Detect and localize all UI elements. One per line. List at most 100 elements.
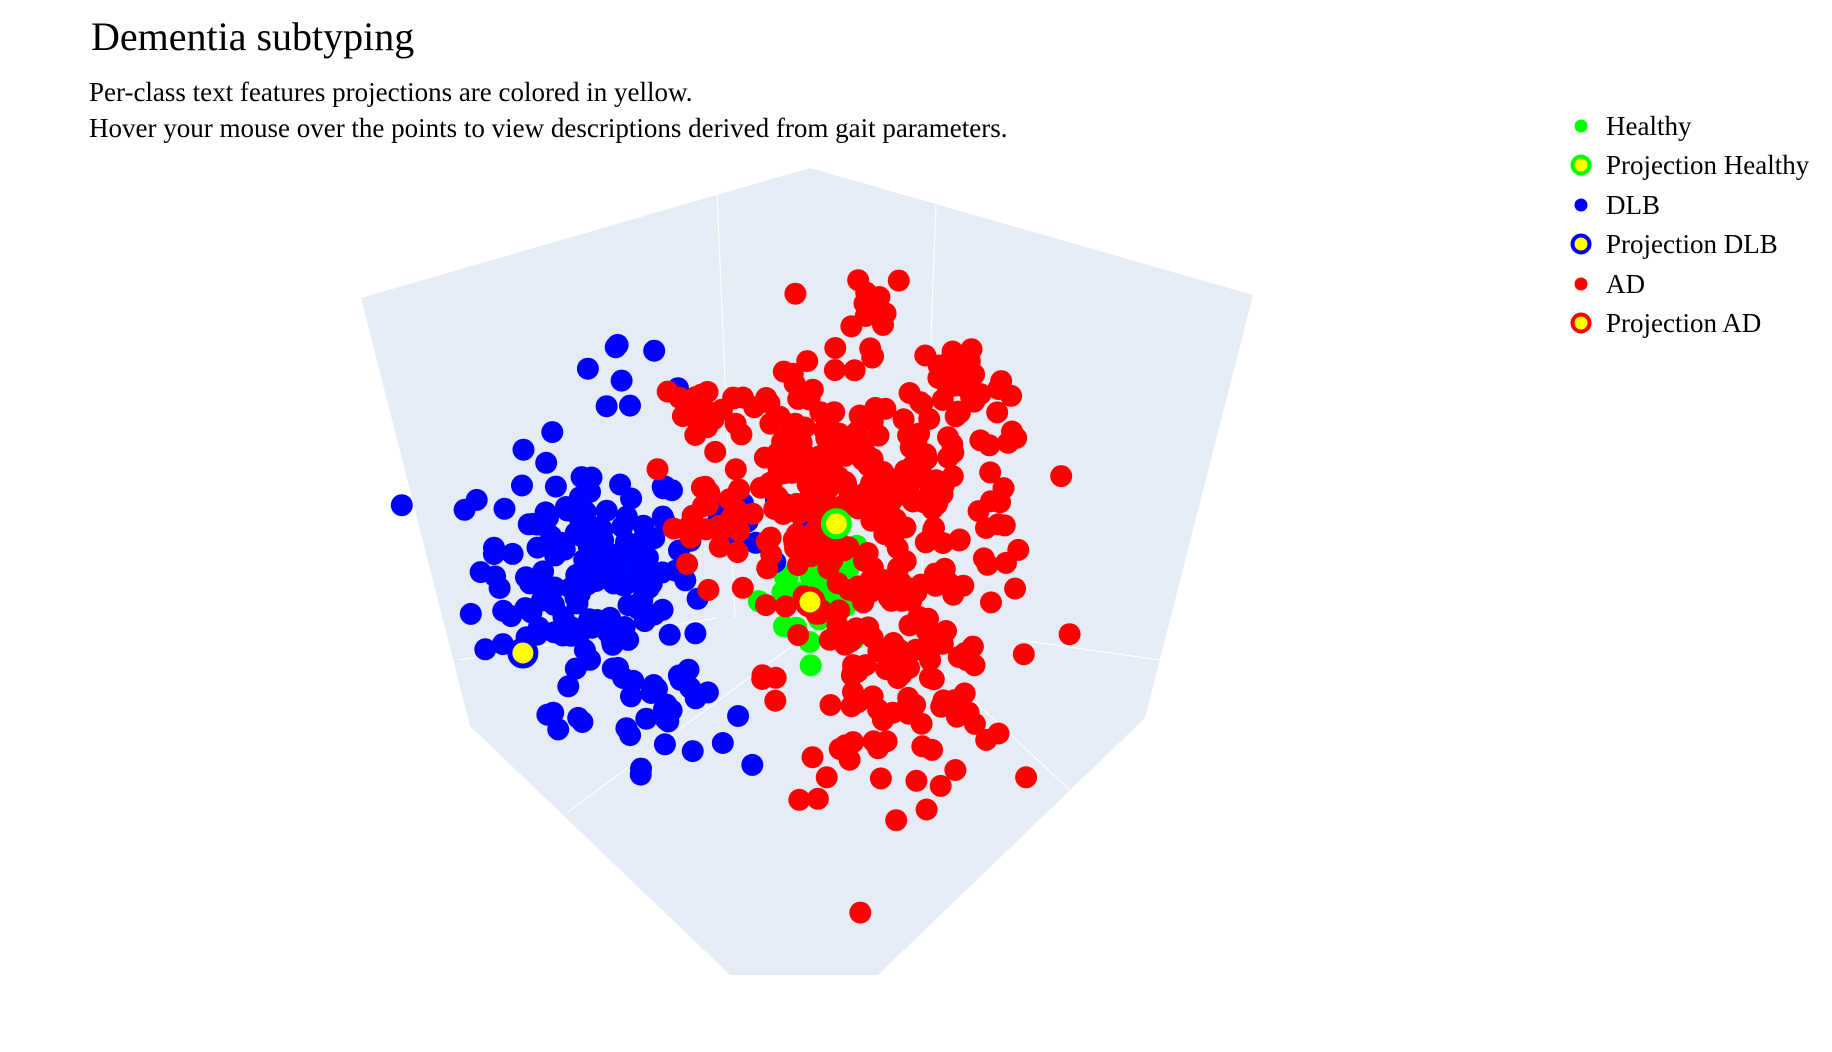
data-point-ad[interactable]	[819, 694, 842, 716]
data-point-ad[interactable]	[937, 376, 959, 399]
data-point-dlb[interactable]	[512, 438, 535, 461]
data-point-ad[interactable]	[784, 282, 807, 305]
data-point-dlb[interactable]	[567, 624, 590, 647]
data-point-ad[interactable]	[724, 458, 747, 481]
data-point-ad[interactable]	[849, 901, 872, 924]
data-point-ad[interactable]	[905, 769, 928, 792]
data-point-ad[interactable]	[915, 798, 938, 821]
data-point-dlb[interactable]	[711, 732, 734, 754]
data-point-dlb[interactable]	[544, 544, 567, 567]
data-point-dlb[interactable]	[526, 536, 549, 559]
data-point-dlb[interactable]	[653, 733, 676, 756]
data-point-ad[interactable]	[840, 664, 863, 687]
data-point-ad[interactable]	[826, 614, 849, 637]
data-point-ad[interactable]	[897, 686, 920, 709]
data-point-ad[interactable]	[789, 497, 812, 519]
data-point-ad[interactable]	[871, 708, 894, 731]
data-point-ad[interactable]	[884, 508, 907, 531]
data-point-ad[interactable]	[905, 638, 927, 661]
data-point-dlb[interactable]	[599, 606, 621, 629]
data-point-dlb[interactable]	[615, 530, 637, 553]
data-point-dlb[interactable]	[601, 657, 624, 680]
data-point-ad[interactable]	[799, 545, 822, 568]
data-point-dlb[interactable]	[598, 560, 621, 582]
data-point-dlb[interactable]	[567, 706, 590, 729]
data-point-ad[interactable]	[787, 624, 810, 647]
data-point-ad[interactable]	[869, 767, 892, 790]
data-point-ad[interactable]	[774, 595, 797, 618]
data-point-ad[interactable]	[848, 404, 871, 427]
data-point-ad[interactable]	[867, 424, 890, 447]
data-point-dlb[interactable]	[615, 505, 638, 528]
data-point-ad[interactable]	[967, 500, 990, 523]
data-point-dlb[interactable]	[658, 623, 681, 646]
data-point-dlb[interactable]	[534, 501, 557, 524]
data-point-ad[interactable]	[995, 551, 1017, 574]
data-point-dlb[interactable]	[595, 395, 618, 418]
data-point-ad[interactable]	[864, 483, 887, 506]
data-point-dlb[interactable]	[643, 339, 666, 362]
data-point-ad[interactable]	[867, 640, 890, 663]
data-point-dlb[interactable]	[544, 475, 567, 498]
data-point-ad[interactable]	[824, 337, 847, 359]
data-point-ad[interactable]	[976, 553, 999, 576]
data-point-dlb[interactable]	[576, 357, 599, 380]
data-point-ad[interactable]	[993, 514, 1016, 537]
data-point-ad[interactable]	[697, 578, 720, 601]
data-point-ad[interactable]	[811, 463, 834, 486]
data-point-dlb[interactable]	[493, 497, 516, 520]
data-point-dlb[interactable]	[610, 369, 633, 392]
data-point-ad[interactable]	[754, 594, 777, 617]
data-point-ad[interactable]	[708, 535, 731, 558]
data-point-ad[interactable]	[759, 412, 782, 435]
data-point-ad[interactable]	[887, 639, 909, 661]
data-point-ad[interactable]	[698, 481, 721, 504]
data-point-dlb[interactable]	[500, 605, 523, 628]
data-point-ad[interactable]	[1058, 623, 1081, 646]
data-point-dlb[interactable]	[636, 546, 659, 569]
data-point-dlb[interactable]	[501, 542, 524, 565]
data-point-dlb[interactable]	[459, 602, 482, 625]
data-point-dlb[interactable]	[579, 480, 601, 503]
data-point-ad[interactable]	[868, 286, 891, 308]
data-point-ad[interactable]	[969, 429, 992, 452]
data-point-ad[interactable]	[854, 304, 877, 327]
data-point-ad[interactable]	[848, 622, 871, 645]
data-point-ad[interactable]	[1004, 577, 1027, 600]
data-point-ad[interactable]	[823, 359, 846, 382]
data-point-ad[interactable]	[729, 503, 752, 526]
data-point-dlb[interactable]	[612, 574, 634, 597]
data-point-ad[interactable]	[987, 378, 1010, 400]
data-point-dlb[interactable]	[615, 717, 638, 740]
data-point-dlb[interactable]	[600, 630, 623, 652]
data-point-ad[interactable]	[937, 426, 959, 449]
data-point-dlb[interactable]	[573, 548, 596, 571]
data-point-dlb[interactable]	[651, 475, 674, 498]
data-point-ad[interactable]	[1012, 643, 1035, 666]
data-point-dlb[interactable]	[620, 685, 642, 708]
data-point-ad[interactable]	[885, 809, 908, 832]
data-point-ad[interactable]	[787, 387, 810, 410]
data-point-dlb[interactable]	[619, 394, 641, 417]
data-point-ad[interactable]	[910, 573, 932, 596]
data-point-ad[interactable]	[815, 766, 838, 789]
data-point-ad[interactable]	[887, 470, 909, 493]
projection-point-projection-healthy[interactable]	[820, 508, 852, 540]
data-point-dlb[interactable]	[578, 608, 601, 631]
data-point-ad[interactable]	[962, 383, 985, 406]
data-point-ad[interactable]	[986, 401, 1009, 424]
data-point-ad[interactable]	[882, 527, 905, 550]
data-point-ad[interactable]	[947, 400, 970, 423]
data-point-ad[interactable]	[963, 654, 986, 677]
data-point-dlb[interactable]	[696, 681, 719, 704]
data-point-ad[interactable]	[1015, 766, 1038, 789]
data-point-ad[interactable]	[758, 472, 781, 494]
data-points[interactable]	[390, 269, 1081, 924]
data-point-ad[interactable]	[861, 346, 884, 369]
data-point-dlb[interactable]	[484, 565, 507, 588]
data-point-dlb[interactable]	[564, 657, 587, 680]
data-point-dlb[interactable]	[604, 336, 627, 359]
data-point-ad[interactable]	[943, 689, 966, 712]
data-point-ad[interactable]	[806, 787, 829, 810]
